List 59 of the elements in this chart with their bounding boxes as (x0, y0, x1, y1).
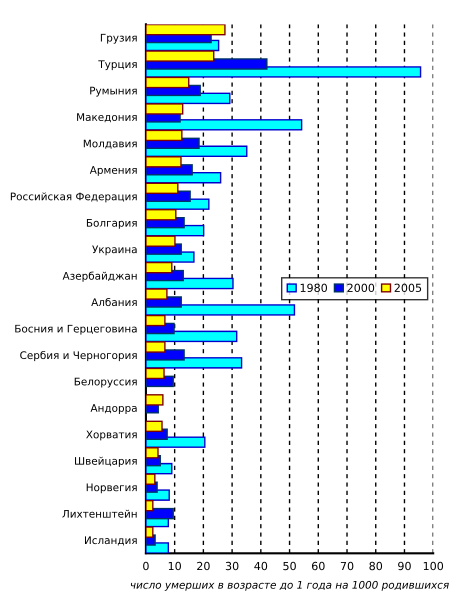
y-tick-label: Босния и Герцеговина (15, 324, 137, 335)
bar (146, 76, 190, 88)
y-tick-label: Норвегия (86, 484, 137, 494)
y-tick-label: Сербия и Черногория (20, 350, 137, 362)
legend-label: 1980 (300, 284, 328, 292)
bar (146, 119, 302, 131)
bar (146, 235, 176, 247)
y-tick-label: Молдавия (84, 140, 137, 149)
bar (146, 314, 166, 326)
bar (146, 156, 182, 168)
x-axis-title: число умерших в возрасте до 1 года на 1000 родившихся (130, 580, 449, 591)
bar (146, 182, 179, 194)
legend-label: 2005 (394, 284, 422, 292)
bar (146, 420, 163, 432)
y-tick-label: Албания (91, 298, 137, 306)
y-tick-label: Македония (77, 113, 137, 122)
bar (146, 368, 165, 380)
y-tick-label: Азербайджан (62, 272, 137, 282)
y-tick-label: Российская Федерация (10, 192, 137, 202)
y-tick-label: Армения (90, 166, 137, 176)
bar (146, 130, 183, 142)
y-tick-label: Андорра (90, 404, 137, 414)
bar (146, 341, 166, 353)
legend-label: 2000 (347, 284, 374, 292)
bar (146, 24, 226, 36)
bar (146, 330, 238, 342)
x-tick-label: 70 (340, 562, 354, 570)
x-tick-label: 30 (226, 562, 238, 570)
x-tick-label: 50 (283, 562, 296, 570)
bar (146, 209, 176, 220)
bar (146, 50, 214, 62)
y-tick-label: Украина (92, 245, 137, 256)
bar (146, 526, 154, 538)
y-tick-label: Болгария (86, 219, 137, 229)
bar (146, 474, 156, 485)
y-tick-label: Исландия (85, 536, 137, 546)
y-tick-label: Лихтенштейн (62, 510, 137, 518)
y-tick-label: Румыния (90, 86, 137, 97)
y-tick-label: Грузия (100, 34, 137, 44)
y-tick-label: Турция (98, 60, 137, 70)
x-tick-label: 90 (398, 562, 411, 570)
bar (146, 500, 154, 512)
bar (146, 447, 159, 458)
y-tick-label: Белоруссия (74, 378, 137, 388)
bar (146, 394, 164, 406)
bar (146, 103, 184, 115)
x-tick-label: 80 (369, 562, 382, 570)
y-tick-label: Хорватия (86, 430, 137, 440)
x-tick-label: 10 (168, 562, 181, 570)
bar (146, 288, 168, 300)
x-tick-label: 60 (312, 562, 325, 570)
x-tick-label: 40 (254, 562, 268, 570)
x-tick-label: 0 (143, 562, 149, 570)
x-tick-label: 20 (197, 562, 210, 570)
bar (146, 304, 296, 316)
x-tick-label: 100 (424, 562, 444, 570)
bar (146, 508, 174, 520)
bar (146, 262, 172, 274)
y-tick-label: Швейцария (75, 456, 137, 467)
